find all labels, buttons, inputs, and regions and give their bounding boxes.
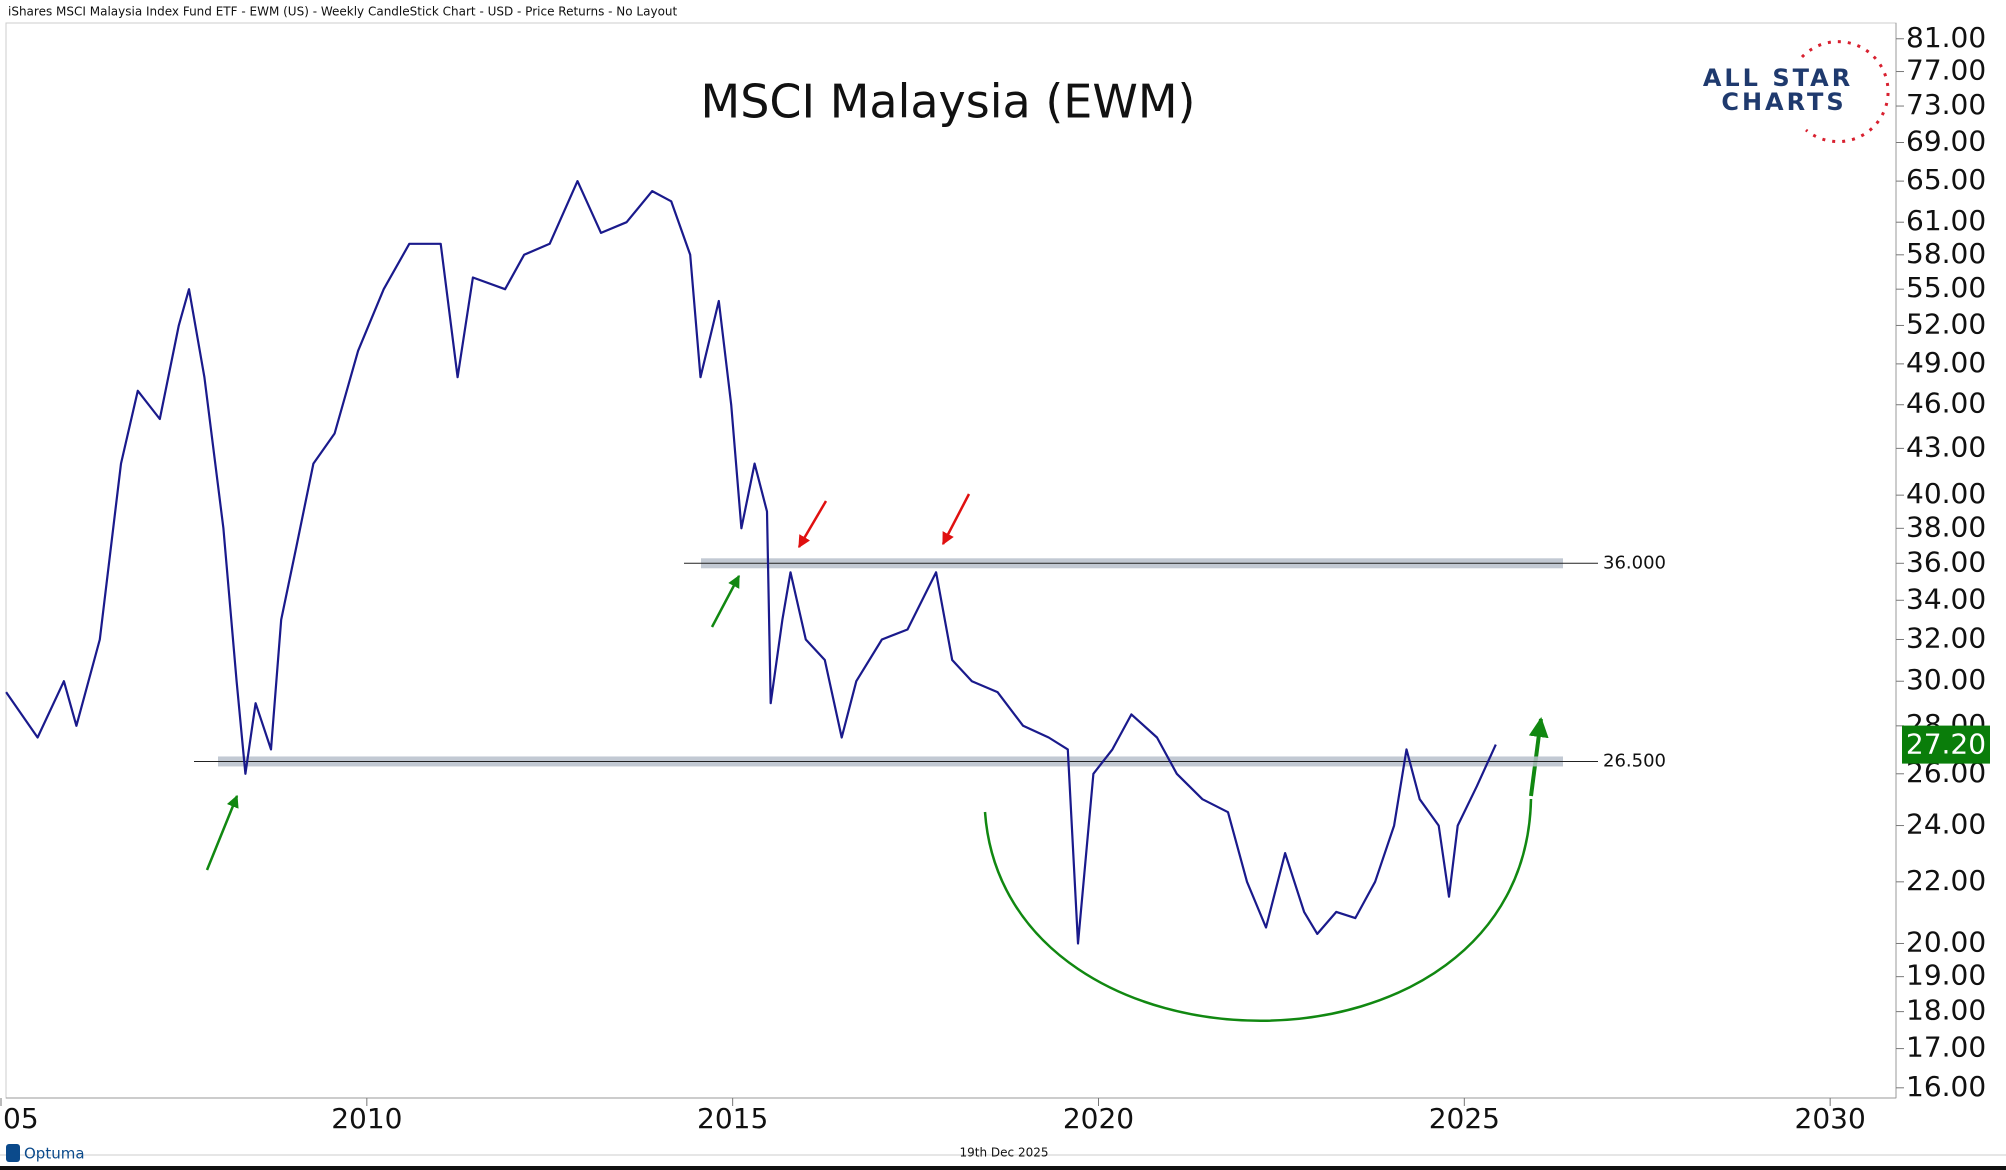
x-tick-label: 2020 bbox=[1063, 1102, 1134, 1135]
brand: Optuma bbox=[24, 1145, 85, 1163]
y-tick-label: 16.00 bbox=[1906, 1070, 1986, 1103]
y-tick-label: 65.00 bbox=[1906, 163, 1986, 196]
y-tick-label: 34.00 bbox=[1906, 582, 1986, 615]
y-tick-label: 32.00 bbox=[1906, 621, 1986, 654]
bottom-border bbox=[0, 1166, 2006, 1170]
y-tick-label: 55.00 bbox=[1906, 271, 1986, 304]
x-tick-label: 2025 bbox=[1429, 1102, 1500, 1135]
y-tick-label: 73.00 bbox=[1906, 88, 1986, 121]
y-tick-label: 20.00 bbox=[1906, 925, 1986, 958]
chart-title: MSCI Malaysia (EWM) bbox=[701, 75, 1196, 129]
y-tick-label: 17.00 bbox=[1906, 1031, 1986, 1064]
logo-text: ALL STAR bbox=[1703, 64, 1853, 92]
arc bbox=[983, 798, 1533, 1022]
arrow bbox=[797, 500, 828, 549]
brand-icon bbox=[6, 1144, 20, 1162]
x-tick-label: 2010 bbox=[331, 1102, 402, 1135]
header: iShares MSCI Malaysia Index Fund ETF - E… bbox=[8, 5, 678, 19]
x-tick-label: 05 bbox=[3, 1102, 39, 1135]
y-tick-label: 24.00 bbox=[1906, 808, 1986, 841]
x-tick-label: 2015 bbox=[697, 1102, 768, 1135]
y-tick-label: 40.00 bbox=[1906, 477, 1986, 510]
y-tick-label: 36.00 bbox=[1906, 545, 1986, 578]
y-tick-label: 61.00 bbox=[1906, 204, 1986, 237]
price-line bbox=[5, 180, 1497, 945]
y-tick-label: 77.00 bbox=[1906, 54, 1986, 87]
last-price-label: 27.20 bbox=[1906, 728, 1986, 761]
y-tick-label: 19.00 bbox=[1906, 959, 1986, 992]
y-tick-label: 22.00 bbox=[1906, 864, 1986, 897]
y-tick-label: 58.00 bbox=[1906, 237, 1986, 270]
x-tick-label: 2030 bbox=[1795, 1102, 1866, 1135]
last-price-box bbox=[1902, 725, 1990, 764]
y-tick-label: 69.00 bbox=[1906, 124, 1986, 157]
y-tick-label: 38.00 bbox=[1906, 510, 1986, 543]
y-tick-label: 46.00 bbox=[1906, 387, 1986, 420]
logo-text: CHARTS bbox=[1721, 88, 1846, 116]
y-tick-label: 52.00 bbox=[1906, 307, 1986, 340]
arrow bbox=[205, 794, 239, 871]
y-tick-label: 81.00 bbox=[1906, 21, 1986, 54]
level-label: 26.500 bbox=[1603, 750, 1666, 771]
y-tick-label: 49.00 bbox=[1906, 346, 1986, 379]
arrow bbox=[941, 493, 971, 546]
arrow bbox=[710, 574, 741, 628]
y-tick-label: 43.00 bbox=[1906, 430, 1986, 463]
y-tick-label: 18.00 bbox=[1906, 994, 1986, 1027]
logo: ALL STAR CHARTS bbox=[1703, 40, 1890, 144]
y-tick-label: 30.00 bbox=[1906, 663, 1986, 696]
level-label: 36.000 bbox=[1603, 552, 1666, 573]
footer-date: 19th Dec 2025 bbox=[960, 1146, 1049, 1160]
